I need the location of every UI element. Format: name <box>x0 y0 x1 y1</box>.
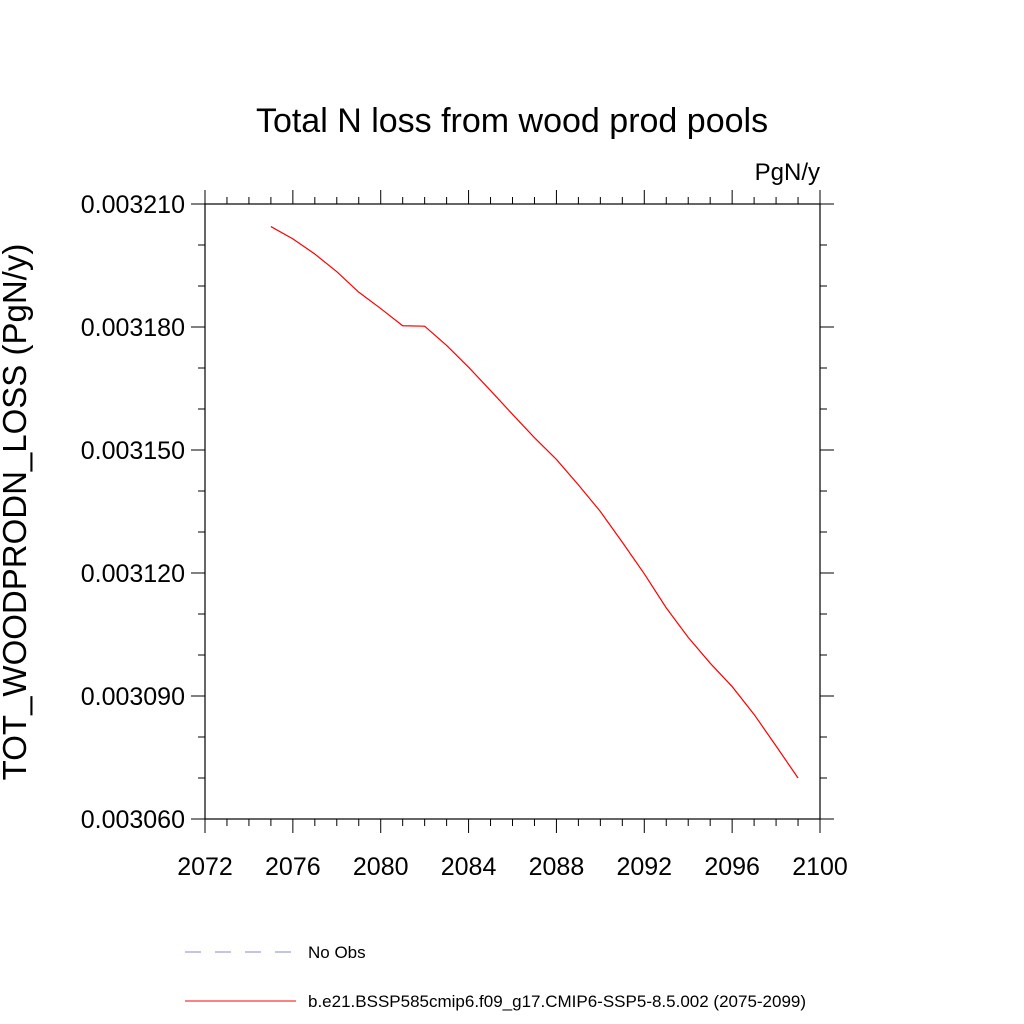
y-axis: 0.003060 0.003090 0.003120 0.003150 0.003180… <box>81 191 834 834</box>
chart-title: Total N loss from wood prod pools <box>256 102 768 140</box>
x-tick-label: 2096 <box>704 853 760 881</box>
y-tick-label: 0.003210 <box>81 191 185 219</box>
series-line-1 <box>270 226 799 779</box>
x-tick-label: 2088 <box>529 853 585 881</box>
legend: No Obs b.e21.BSSP585cmip6.f09_g17.CMIP6-S… <box>185 943 806 1011</box>
x-tick-label: 2076 <box>265 853 321 881</box>
x-tick-label: 2092 <box>616 853 672 881</box>
x-tick-label: 2072 <box>177 853 233 881</box>
units-label: PgN/y <box>755 159 820 186</box>
series-layer <box>270 226 799 779</box>
legend-label-0: No Obs <box>308 943 366 962</box>
y-axis-label: TOT_WOODPRODN_LOSS (PgN/y) <box>0 244 33 781</box>
legend-label-1: b.e21.BSSP585cmip6.f09_g17.CMIP6-SSP5-8.… <box>308 992 806 1011</box>
x-tick-label: 2084 <box>441 853 497 881</box>
plot-frame <box>204 203 821 820</box>
y-tick-label: 0.003180 <box>81 314 185 342</box>
y-tick-label: 0.003120 <box>81 560 185 588</box>
y-tick-label: 0.003060 <box>81 806 185 834</box>
x-tick-label: 2080 <box>353 853 409 881</box>
x-axis: 2072 2076 2080 2084 2088 2092 2096 2100 <box>177 190 848 881</box>
y-tick-label: 0.003150 <box>81 437 185 465</box>
x-tick-label: 2100 <box>792 853 848 881</box>
y-tick-label: 0.003090 <box>81 683 185 711</box>
